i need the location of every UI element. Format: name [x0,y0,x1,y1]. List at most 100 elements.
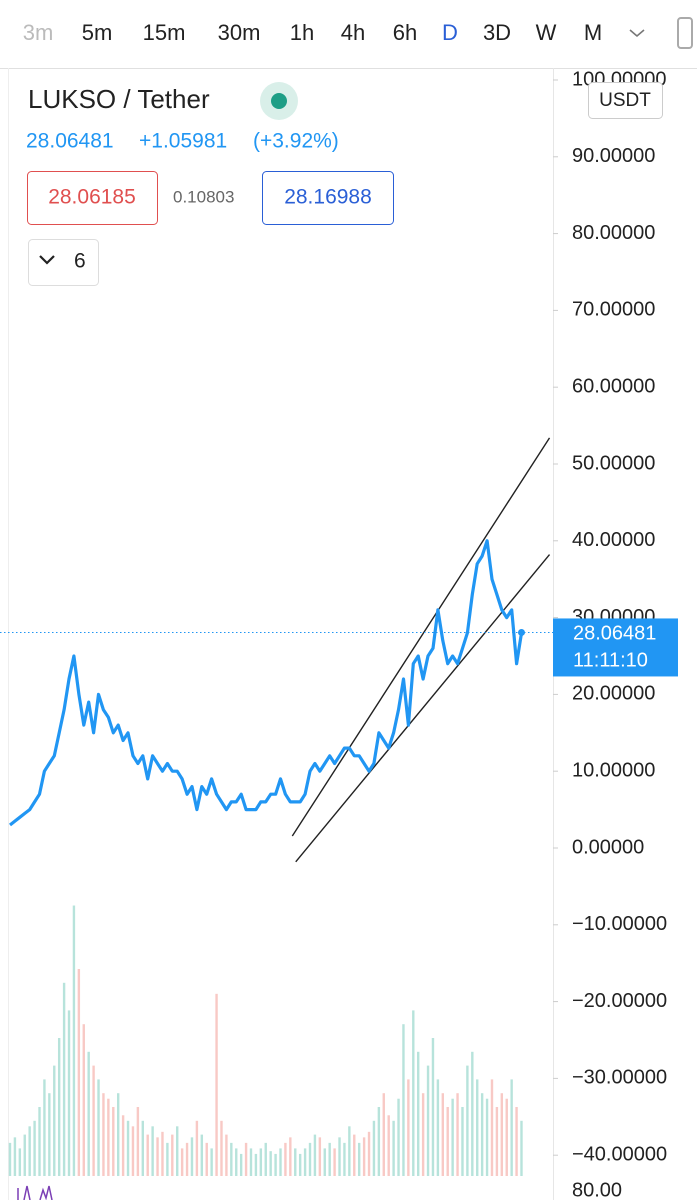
volume-bar [279,1148,282,1176]
volume-bar [121,1115,125,1176]
volume-bar [303,1148,307,1176]
lower-axis-label: 80.00 [572,1179,622,1200]
volume-bar [205,1142,208,1176]
volume-bar [171,1134,174,1176]
volume-bar [77,969,81,1176]
y-tick-label: 20.00000 [572,683,655,705]
volume-bar [225,1134,228,1176]
chart-type-button[interactable] [677,17,693,49]
price-line [9,539,524,827]
volume-bar [343,1142,346,1176]
volume-bar [372,1120,376,1176]
volume-bar [500,1093,504,1176]
volume-bar [82,1024,85,1176]
more-intervals[interactable] [629,29,645,38]
volume-bar [412,1010,415,1176]
ask-price[interactable]: 28.16988 [284,186,372,209]
y-tick-label: 60.00000 [572,375,655,397]
volume-bar [136,1107,140,1176]
bid-price[interactable]: 28.06185 [48,186,136,209]
last-price: 28.06481 [26,130,114,153]
volume-bar [151,1126,154,1176]
volume-bar [441,1093,444,1176]
volume-bar [377,1107,381,1176]
volume-bar [230,1142,233,1176]
volume-bar [102,1093,105,1176]
volume-bar [190,1137,194,1176]
interval-button[interactable]: 5m [82,20,113,45]
volume-bar [269,1151,272,1176]
currency[interactable]: USDT [599,90,651,111]
ask-box[interactable] [262,171,394,225]
volume-bar [298,1153,302,1176]
volume-bar [461,1107,464,1176]
volume-bar [131,1126,135,1176]
volume-bar [318,1137,322,1176]
volume-bar [323,1148,326,1176]
oscillator-pane [17,1185,53,1200]
volume-bar [244,1142,248,1176]
volume-bar [62,982,66,1176]
y-tick-label: 10.00000 [572,759,655,781]
y-tick-label: 40.00000 [572,529,655,551]
interval-button[interactable]: 1h [290,20,314,45]
volume-bar [456,1093,459,1176]
countdown: 11:11:10 [573,650,648,672]
volume-bar [235,1148,238,1176]
volume-bar [161,1131,164,1176]
volume-bar [72,905,76,1176]
volume-bar [421,1093,425,1176]
volume-bar [515,1107,518,1176]
spread: 0.10803 [173,187,234,206]
interval-button[interactable]: 6h [393,20,417,45]
y-tick-label: 90.00000 [572,145,655,167]
currency-box[interactable] [588,82,663,119]
volume-bar [107,1098,110,1176]
interval-button[interactable]: M [584,20,602,45]
volume-bar [156,1137,159,1176]
volume-bar [333,1148,336,1176]
volume-bar [495,1107,499,1176]
trendline [291,437,551,837]
volume-bar [431,1038,435,1176]
interval-button[interactable]: 15m [143,20,186,45]
volume-bar [362,1137,366,1176]
interval-button[interactable]: W [536,20,557,45]
status-dot [271,93,287,109]
volume-bar [417,1051,420,1176]
volume-bar [367,1131,371,1176]
volume-bar [38,1107,41,1176]
volume-bar [57,1038,61,1176]
volume-bar [166,1142,169,1176]
indicators-toggle[interactable] [28,239,99,286]
volume-bar [112,1107,115,1176]
volume-bar [392,1120,395,1176]
volume-bar [254,1153,258,1176]
indicators-count[interactable]: 6 [74,250,86,273]
volume-bar [249,1148,253,1176]
volume-bar [387,1115,390,1176]
volume-bar [195,1120,199,1176]
y-tick-label: −20.00000 [572,990,667,1012]
bid-box[interactable] [27,171,158,225]
interval-button[interactable]: D [442,20,458,45]
trendline [295,554,551,863]
volume-bar [176,1126,179,1176]
volume-bar [480,1093,484,1176]
interval-button[interactable]: 3D [483,20,511,45]
volume-bar [33,1120,36,1176]
volume-bar [8,1142,12,1176]
last-price-dot [517,628,525,636]
volume-bar [348,1126,351,1176]
volume-bar [274,1153,277,1176]
volume-bar [466,1065,469,1176]
volume-bar [23,1134,26,1176]
interval-button[interactable]: 30m [218,20,261,45]
interval-button[interactable]: 4h [341,20,365,45]
interval-button[interactable]: 3m [23,20,54,45]
price-change: +1.05981 [139,130,227,153]
volume-bar [48,1093,51,1176]
volume-bar [313,1134,317,1176]
volume-bar [146,1134,149,1176]
